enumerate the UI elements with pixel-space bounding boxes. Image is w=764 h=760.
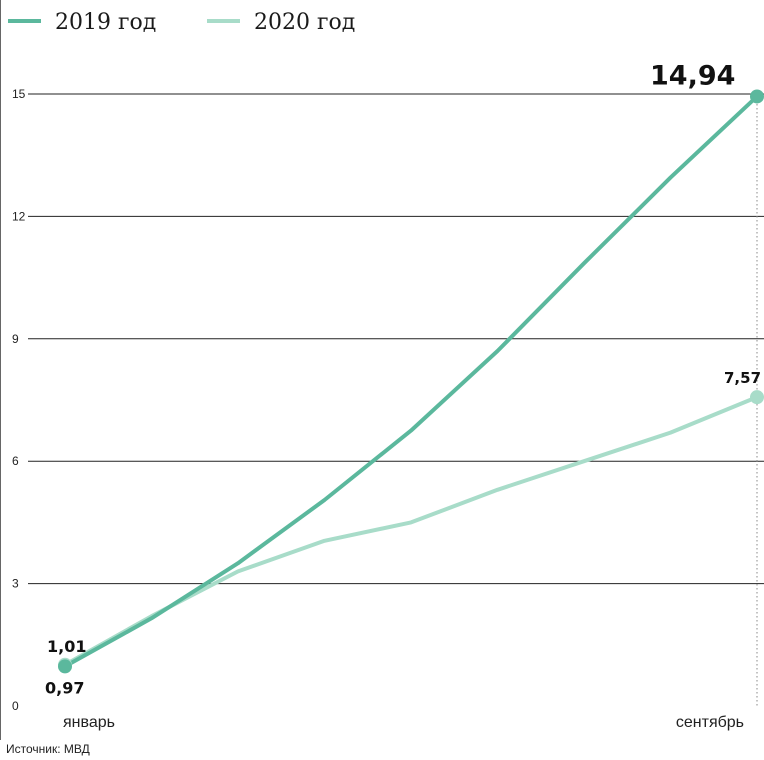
data-label-0-0: 0,97 <box>45 678 84 697</box>
point-marker-1-8 <box>750 390 764 405</box>
y-tick-label-3: 3 <box>12 577 19 591</box>
point-marker-0-8 <box>750 89 764 104</box>
data-label-1-0: 1,01 <box>47 637 86 656</box>
x-category-label-1: сентябрь <box>676 714 744 731</box>
y-tick-label-15: 15 <box>12 87 26 101</box>
series-line-1 <box>63 395 759 667</box>
point-marker-0-0 <box>58 659 72 674</box>
legend-label-0: 2019 год <box>55 10 156 35</box>
x-category-label-0: январь <box>63 714 115 731</box>
data-label-1-8: 7,57 <box>724 369 761 387</box>
y-tick-label-6: 6 <box>12 454 19 468</box>
y-tick-label-9: 9 <box>12 332 19 346</box>
source-note: Источник: МВД <box>6 742 90 756</box>
y-tick-label-12: 12 <box>12 209 26 223</box>
data-label-0-8: 14,94 <box>650 60 735 91</box>
y-tick-label-0: 0 <box>12 699 19 713</box>
legend-label-1: 2020 год <box>254 10 355 35</box>
series-line-0 <box>63 94 759 669</box>
line-chart: 0 3 6 9 12 15 0,97 1,01 14,94 7,57 январь сентябрь 2… <box>0 0 764 740</box>
